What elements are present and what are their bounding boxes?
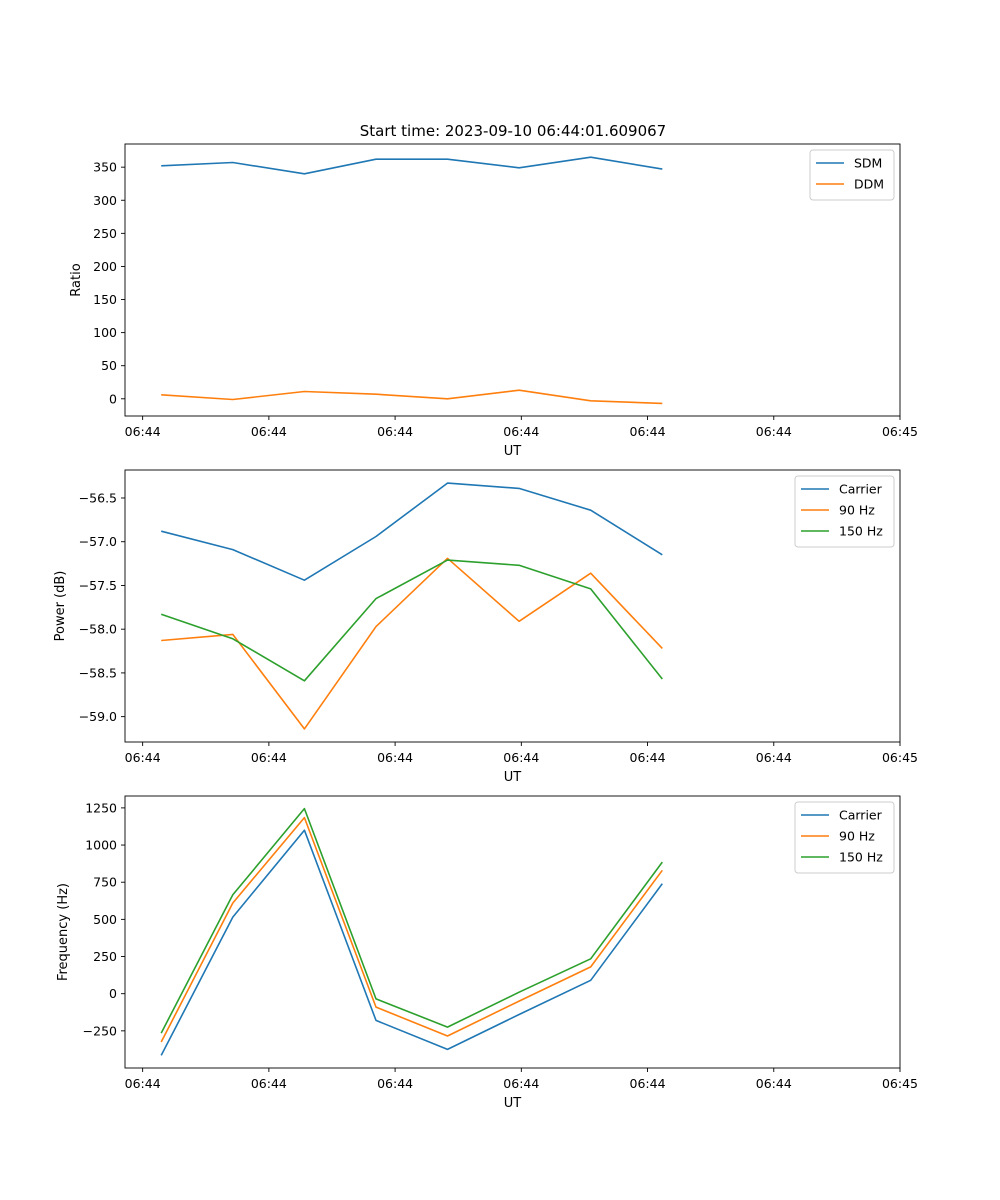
x-tick-label: 06:45 — [882, 750, 918, 765]
series-line-90-hz — [161, 557, 663, 730]
x-tick-label: 06:44 — [251, 424, 287, 439]
plot-frame — [124, 143, 901, 417]
x-tick-label: 06:44 — [377, 750, 413, 765]
legend-box — [794, 475, 895, 548]
y-tick-label: 100 — [93, 325, 117, 340]
y-tick-label: 300 — [93, 193, 117, 208]
y-tick-label: −58.5 — [79, 665, 117, 680]
series-line-150-hz — [160, 807, 663, 1034]
legend-label: 150 Hz — [839, 850, 883, 865]
y-tick-label: −58.0 — [79, 622, 117, 637]
y-axis-label: Frequency (Hz) — [56, 883, 71, 981]
x-tick-label: 06:44 — [630, 1076, 666, 1091]
x-tick-label: 06:44 — [756, 750, 792, 765]
legend-label: Carrier — [839, 808, 883, 823]
x-tick-label: 06:44 — [125, 424, 161, 439]
x-tick-label: 06:44 — [630, 750, 666, 765]
series-line-150-hz — [160, 559, 663, 682]
x-tick-label: 06:44 — [377, 1076, 413, 1091]
y-tick-label: 1000 — [85, 838, 117, 853]
y-tick-label: 200 — [93, 259, 117, 274]
series-line-carrier — [160, 829, 663, 1056]
x-axis-label: UT — [504, 770, 522, 785]
y-tick-label: 500 — [93, 912, 117, 927]
x-tick-label: 06:44 — [503, 1076, 539, 1091]
x-tick-label: 06:44 — [377, 424, 413, 439]
y-tick-label: −250 — [83, 1023, 117, 1038]
series-line-90-hz — [160, 816, 663, 1043]
x-tick-label: 06:44 — [251, 750, 287, 765]
y-tick-label: −57.0 — [79, 534, 117, 549]
y-tick-label: 350 — [93, 160, 117, 175]
y-tick-label: −56.5 — [79, 490, 117, 505]
legend: Carrier 90 Hz 150 Hz — [794, 801, 895, 874]
y-tick-label: 0 — [109, 986, 117, 1001]
chart-panel-2: −59.0 −58.5 −58.0 −57.5 −57.0 −56.5 06:44 06:44… — [53, 469, 918, 785]
y-tick-label: 1250 — [85, 800, 117, 815]
legend: SDM DDM — [809, 149, 895, 201]
y-tick-label: 50 — [101, 358, 117, 373]
plot-frame — [124, 795, 901, 1069]
y-tick-label: 0 — [109, 391, 117, 406]
y-axis-label: Ratio — [69, 263, 84, 296]
y-tick-label: −59.0 — [79, 709, 117, 724]
y-axis-label: Power (dB) — [53, 571, 68, 642]
x-axis-label: UT — [504, 1096, 522, 1111]
x-tick-label: 06:44 — [503, 424, 539, 439]
x-tick-label: 06:44 — [630, 424, 666, 439]
x-tick-label: 06:44 — [125, 1076, 161, 1091]
x-tick-label: 06:44 — [756, 1076, 792, 1091]
chart-panel-1: 0 50 100 150 200 250 300 350 06:44 06:44 06:44 06:4… — [69, 143, 918, 459]
chart-title: Start time: 2023-09-10 06:44:01.609067 — [360, 122, 666, 140]
y-tick-label: 250 — [93, 949, 117, 964]
y-tick-label: 150 — [93, 292, 117, 307]
legend-label: DDM — [854, 177, 884, 192]
series-line-sdm — [161, 156, 663, 175]
x-tick-label: 06:44 — [756, 424, 792, 439]
x-tick-label: 06:44 — [125, 750, 161, 765]
x-axis-label: UT — [504, 444, 522, 459]
legend-label: Carrier — [839, 482, 883, 497]
plot-frame — [124, 469, 901, 743]
legend: Carrier 90 Hz 150 Hz — [794, 475, 895, 548]
x-tick-label: 06:45 — [882, 424, 918, 439]
y-tick-label: 250 — [93, 226, 117, 241]
y-tick-label: 750 — [93, 875, 117, 890]
x-tick-label: 06:45 — [882, 1076, 918, 1091]
legend-label: 90 Hz — [839, 829, 875, 844]
legend-label: 90 Hz — [839, 503, 875, 518]
series-line-ddm — [161, 389, 663, 405]
x-tick-label: 06:44 — [503, 750, 539, 765]
y-tick-label: −57.5 — [79, 578, 117, 593]
legend-label: 150 Hz — [839, 524, 883, 539]
legend-box — [794, 801, 895, 874]
chart-panel-3: −250 0 250 500 750 1000 1250 06:44 06:44 06:44 06:… — [56, 795, 918, 1111]
x-tick-label: 06:44 — [251, 1076, 287, 1091]
legend-label: SDM — [854, 156, 882, 171]
series-line-carrier — [161, 482, 663, 582]
